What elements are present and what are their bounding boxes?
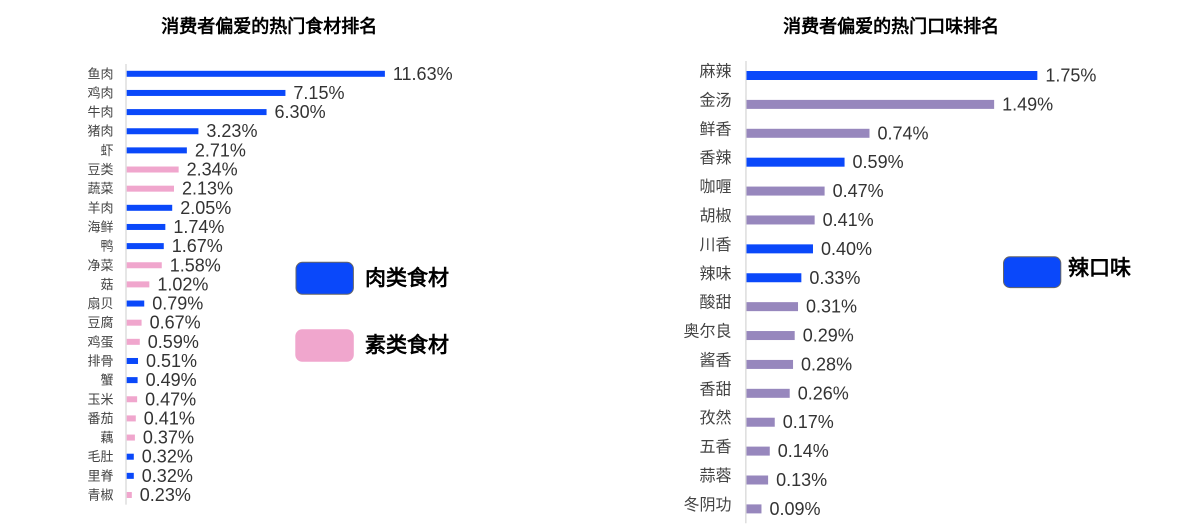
- svg-text:香辣: 香辣: [699, 149, 731, 167]
- svg-text:0.28%: 0.28%: [801, 354, 852, 374]
- svg-text:3.23%: 3.23%: [206, 121, 257, 141]
- svg-text:豆腐: 豆腐: [87, 315, 113, 330]
- svg-text:0.40%: 0.40%: [821, 239, 872, 259]
- svg-text:0.14%: 0.14%: [778, 441, 829, 461]
- svg-text:0.41%: 0.41%: [144, 408, 195, 428]
- svg-text:鸡肉: 鸡肉: [87, 85, 113, 100]
- svg-text:豆类: 豆类: [87, 162, 113, 177]
- svg-text:0.31%: 0.31%: [806, 297, 857, 317]
- svg-text:0.13%: 0.13%: [776, 470, 827, 490]
- svg-text:消费者偏爱的热门食材排名: 消费者偏爱的热门食材排名: [161, 16, 377, 37]
- svg-text:扇贝: 扇贝: [87, 296, 113, 311]
- svg-text:素类食材: 素类食材: [365, 333, 449, 357]
- svg-text:番茄: 番茄: [87, 411, 113, 426]
- svg-text:7.15%: 7.15%: [293, 83, 344, 103]
- svg-text:0.49%: 0.49%: [146, 370, 197, 390]
- svg-text:0.17%: 0.17%: [783, 412, 834, 432]
- svg-text:0.47%: 0.47%: [145, 389, 196, 409]
- svg-text:0.29%: 0.29%: [803, 326, 854, 346]
- svg-text:0.47%: 0.47%: [833, 181, 884, 201]
- svg-text:0.41%: 0.41%: [823, 210, 874, 230]
- svg-text:蒜蓉: 蒜蓉: [699, 467, 731, 485]
- svg-text:虾: 虾: [100, 143, 113, 158]
- svg-text:0.37%: 0.37%: [143, 428, 194, 448]
- svg-text:酸甜: 酸甜: [699, 294, 731, 312]
- svg-text:里脊: 里脊: [87, 468, 113, 483]
- svg-text:藕: 藕: [100, 430, 113, 445]
- svg-text:0.79%: 0.79%: [152, 294, 203, 314]
- svg-text:毛肚: 毛肚: [87, 449, 113, 464]
- svg-text:消费者偏爱的热门口味排名: 消费者偏爱的热门口味排名: [783, 16, 999, 37]
- svg-text:鸡蛋: 鸡蛋: [87, 334, 113, 349]
- svg-text:1.75%: 1.75%: [1045, 66, 1096, 86]
- svg-text:鲜香: 鲜香: [699, 120, 731, 138]
- svg-text:6.30%: 6.30%: [275, 102, 326, 122]
- svg-text:1.67%: 1.67%: [172, 236, 223, 256]
- svg-text:五香: 五香: [699, 438, 731, 456]
- svg-text:青椒: 青椒: [87, 487, 113, 502]
- svg-text:11.63%: 11.63%: [393, 64, 453, 84]
- svg-text:咖喱: 咖喱: [699, 178, 731, 196]
- svg-text:0.23%: 0.23%: [140, 485, 191, 505]
- svg-text:奥尔良: 奥尔良: [683, 323, 731, 341]
- svg-text:1.02%: 1.02%: [157, 274, 208, 294]
- svg-text:排骨: 排骨: [87, 353, 113, 368]
- svg-text:净菜: 净菜: [87, 258, 113, 273]
- svg-text:0.67%: 0.67%: [150, 313, 201, 333]
- svg-text:肉类食材: 肉类食材: [365, 266, 449, 290]
- svg-text:0.74%: 0.74%: [877, 123, 928, 143]
- svg-text:川香: 川香: [699, 236, 731, 254]
- svg-text:鸭: 鸭: [100, 239, 113, 254]
- svg-text:胡椒: 胡椒: [699, 207, 731, 225]
- svg-text:金汤: 金汤: [699, 91, 731, 109]
- svg-text:海鲜: 海鲜: [87, 219, 113, 234]
- svg-text:辣味: 辣味: [699, 265, 731, 283]
- svg-text:0.33%: 0.33%: [809, 268, 860, 288]
- svg-text:玉米: 玉米: [87, 392, 113, 407]
- svg-text:辣口味: 辣口味: [1068, 256, 1131, 280]
- svg-text:蔬菜: 蔬菜: [87, 181, 113, 196]
- svg-text:麻辣: 麻辣: [699, 63, 731, 81]
- svg-text:1.49%: 1.49%: [1002, 94, 1053, 114]
- svg-text:孜然: 孜然: [699, 409, 731, 427]
- svg-text:1.58%: 1.58%: [170, 255, 221, 275]
- svg-text:0.51%: 0.51%: [146, 351, 197, 371]
- svg-text:1.74%: 1.74%: [173, 217, 224, 237]
- svg-text:0.32%: 0.32%: [142, 466, 193, 486]
- svg-text:2.13%: 2.13%: [182, 179, 233, 199]
- svg-text:2.71%: 2.71%: [195, 140, 246, 160]
- svg-text:2.05%: 2.05%: [180, 198, 231, 218]
- svg-text:酱香: 酱香: [699, 351, 731, 369]
- svg-text:0.09%: 0.09%: [769, 499, 820, 519]
- svg-text:0.26%: 0.26%: [798, 383, 849, 403]
- svg-text:0.59%: 0.59%: [148, 332, 199, 352]
- svg-text:冬阴功: 冬阴功: [683, 496, 731, 514]
- svg-text:香甜: 香甜: [699, 380, 731, 398]
- svg-text:羊肉: 羊肉: [87, 200, 113, 215]
- svg-text:2.34%: 2.34%: [187, 160, 238, 180]
- svg-text:猪肉: 猪肉: [87, 124, 113, 139]
- svg-text:蟹: 蟹: [100, 373, 113, 388]
- svg-text:鱼肉: 鱼肉: [87, 66, 113, 81]
- svg-text:牛肉: 牛肉: [87, 105, 113, 120]
- svg-text:0.32%: 0.32%: [142, 447, 193, 467]
- svg-text:菇: 菇: [100, 277, 113, 292]
- svg-text:0.59%: 0.59%: [853, 152, 904, 172]
